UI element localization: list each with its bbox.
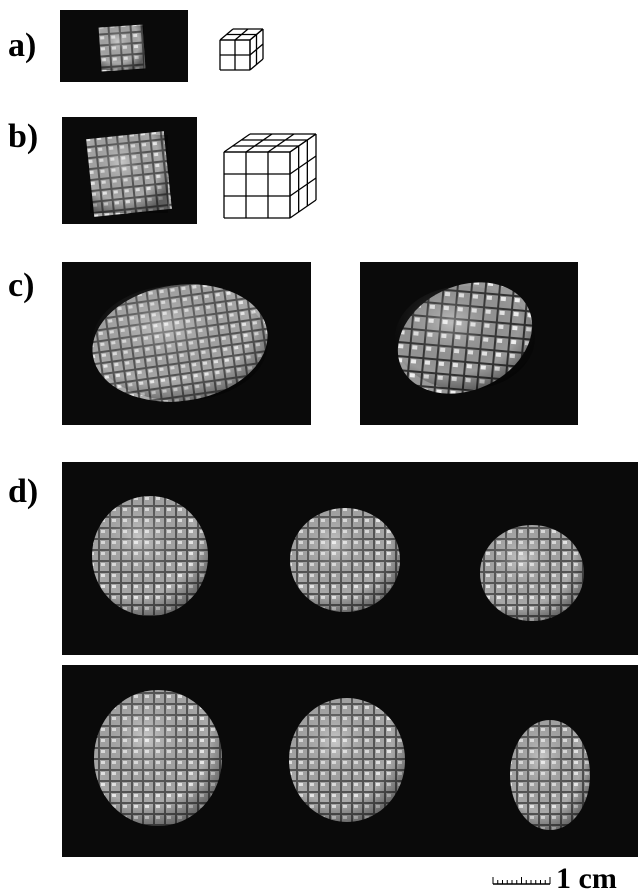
wire-line [290,178,316,196]
panel-label: c) [8,267,34,304]
photo-c [62,261,578,425]
scale-label: 1 cm [556,862,617,892]
wire-line [290,200,316,218]
panel-label: b) [8,118,38,155]
wire-line [290,156,316,174]
photo-b [62,117,197,224]
panel-label: a) [8,27,36,64]
wire-line [290,134,316,152]
cube-diagrams [220,29,316,218]
photo-a [60,10,188,82]
figure: a) b) c) d) [0,0,638,892]
wire-line [246,134,272,152]
wire-line [224,134,250,152]
photo-d [62,462,638,857]
wire-line [268,134,294,152]
panel-label: d) [8,473,38,510]
scale-bar: 1 cm [493,862,617,892]
